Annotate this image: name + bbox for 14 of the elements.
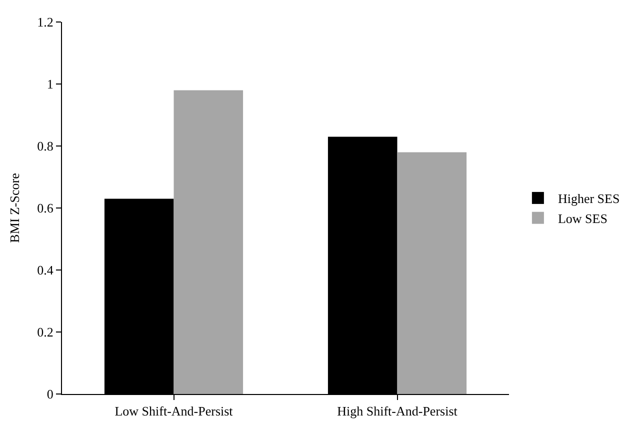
y-tick-label: 0.4 xyxy=(37,262,54,278)
y-tick-label: 0 xyxy=(46,386,54,402)
y-tick-label: 1.2 xyxy=(37,14,54,30)
legend-label: Low SES xyxy=(558,210,608,226)
y-tick-label: 1 xyxy=(46,76,54,92)
x-tick-label: Low Shift-And-Persist xyxy=(114,404,234,419)
x-tick-label: High Shift-And-Persist xyxy=(337,404,458,419)
y-tick-label: 0.6 xyxy=(37,200,54,216)
y-tick-label: 0.2 xyxy=(37,324,54,340)
bar xyxy=(174,90,244,394)
y-tick-label: 0.8 xyxy=(37,138,54,154)
bar xyxy=(397,152,467,394)
legend-label: Higher SES xyxy=(558,191,620,206)
y-axis-title: BMI Z-Score xyxy=(7,172,22,243)
